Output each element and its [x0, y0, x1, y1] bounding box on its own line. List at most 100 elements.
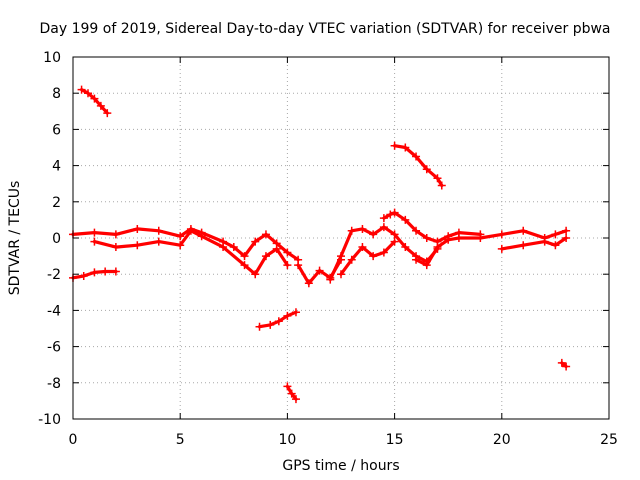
data-point	[358, 243, 367, 252]
series-trace	[92, 229, 289, 276]
y-tick-label: -6	[47, 340, 61, 356]
x-tick-label: 10	[278, 432, 296, 448]
data-point	[390, 237, 399, 246]
data-point	[291, 308, 300, 317]
data-point	[251, 237, 260, 246]
data-point	[176, 232, 185, 241]
data-point	[261, 252, 270, 261]
data-point	[326, 275, 335, 284]
x-tick-label: 0	[69, 432, 78, 448]
data-point	[283, 311, 292, 320]
y-tick-label: 2	[52, 195, 61, 211]
y-axis-title: SDTVAR / TECUs	[7, 181, 23, 296]
data-point	[304, 279, 313, 288]
data-point	[551, 230, 560, 239]
data-point	[337, 270, 345, 279]
data-point	[103, 109, 112, 118]
series-trace	[257, 310, 298, 329]
data-point	[401, 243, 410, 252]
data-point	[90, 268, 99, 277]
data-point	[412, 255, 421, 264]
data-point	[219, 243, 228, 252]
data-point	[562, 226, 571, 235]
series-arc-main-b	[90, 226, 292, 279]
x-axis-title: GPS time / hours	[282, 458, 399, 474]
series-trace	[382, 211, 482, 244]
data-point	[79, 272, 88, 281]
data-point	[337, 252, 345, 261]
data-point	[379, 214, 388, 223]
data-point	[390, 141, 399, 150]
data-point	[347, 226, 356, 235]
series-trace	[414, 229, 568, 267]
series-trace	[339, 240, 397, 276]
data-point	[386, 210, 395, 219]
data-point	[422, 165, 431, 174]
data-point	[347, 255, 356, 264]
y-tick-label: 6	[52, 122, 61, 138]
x-tick-label: 5	[176, 432, 185, 448]
y-tick-label: -2	[47, 267, 61, 283]
data-point	[437, 181, 446, 190]
data-point	[412, 152, 421, 161]
data-series	[69, 85, 571, 404]
y-tick-label: 8	[52, 86, 61, 102]
series-arc-main-f	[497, 234, 571, 253]
data-point	[96, 101, 105, 110]
data-point	[266, 320, 275, 329]
chart-title: Day 199 of 2019, Sidereal Day-to-day VTE…	[39, 21, 610, 37]
data-point	[176, 241, 185, 250]
x-tick-label: 25	[600, 432, 618, 448]
data-point	[283, 382, 292, 391]
y-tick-label: 4	[52, 159, 61, 175]
data-point	[433, 243, 442, 252]
data-point	[240, 261, 249, 270]
series-arc-main-a	[69, 224, 303, 264]
y-tick-label: -10	[38, 412, 61, 428]
data-point	[497, 230, 506, 239]
data-point	[111, 267, 120, 276]
series-arc-high-early	[77, 85, 112, 118]
data-point	[283, 248, 292, 257]
data-point	[369, 252, 378, 261]
data-point	[229, 243, 238, 252]
data-point	[358, 224, 367, 233]
data-point	[401, 215, 410, 224]
series-trace	[500, 236, 568, 251]
data-point	[90, 94, 99, 103]
y-tick-label: 10	[43, 50, 61, 66]
data-point	[562, 362, 571, 371]
data-point	[497, 244, 506, 253]
data-point	[557, 358, 566, 367]
y-tick-label: -4	[47, 303, 61, 319]
data-point	[390, 208, 399, 217]
data-point	[422, 234, 431, 242]
series-arc-low-mid	[255, 308, 300, 331]
data-point	[519, 241, 528, 250]
data-point	[562, 234, 571, 242]
data-point	[197, 232, 206, 241]
series-arc-late-low	[557, 358, 571, 371]
y-tick-label: 0	[52, 231, 61, 247]
data-point	[401, 143, 410, 152]
axis-ticks: 0 5 10 15 20 25 -10 -8 -6 -4 -2 0 2 4 6 8 10	[38, 50, 618, 448]
data-point	[240, 252, 249, 261]
data-point	[255, 322, 264, 331]
y-tick-label: -8	[47, 376, 61, 392]
series-arc-very-low	[283, 382, 300, 404]
data-point	[90, 228, 99, 237]
data-point	[261, 230, 270, 239]
data-point	[476, 234, 485, 242]
data-point	[294, 261, 303, 270]
data-point	[379, 248, 388, 257]
x-tick-label: 15	[386, 432, 404, 448]
data-point	[551, 241, 560, 250]
data-point	[433, 174, 442, 183]
series-arc-main-d	[337, 237, 399, 279]
series-arc-main-e	[412, 226, 571, 270]
data-point	[101, 267, 110, 276]
data-point	[379, 223, 388, 232]
data-point	[412, 226, 421, 235]
series-arc-bump	[379, 208, 485, 246]
